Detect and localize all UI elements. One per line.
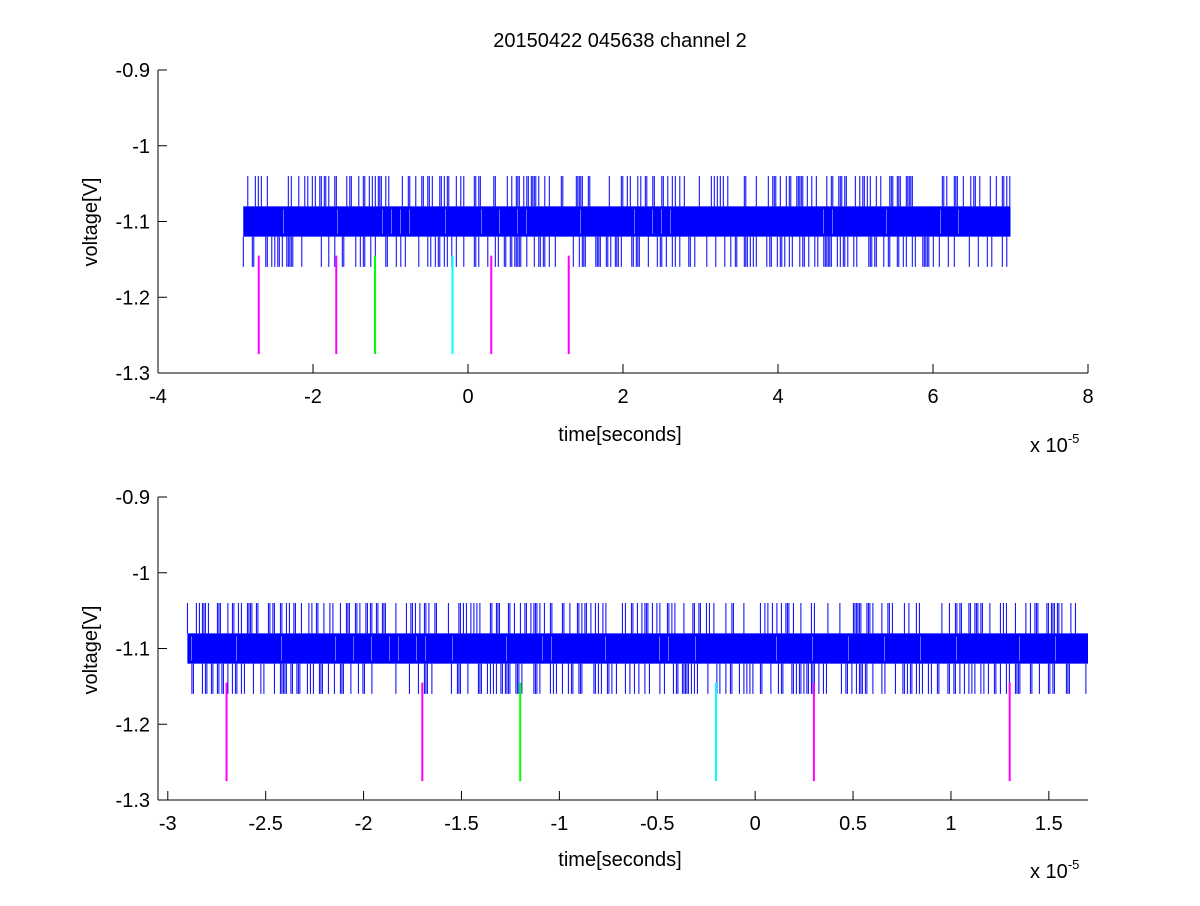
bottom-plot-y-tick-label: -1.2: [116, 714, 150, 736]
bottom-plot-signal-series: [186, 603, 1089, 694]
bottom-plot-signal-band: [187, 633, 1089, 664]
bottom-plot-x-tick-label: 1.5: [1035, 813, 1063, 835]
bottom-plot-x-multiplier-base: x 10: [1030, 861, 1068, 883]
bottom-plot-x-multiplier-exponent: -5: [1068, 857, 1080, 872]
top-plot-y-tick-label: -1.3: [116, 363, 150, 385]
bottom-plot-x-tick-label: -3: [159, 813, 177, 835]
bottom-plot: time[seconds] voltage[V] x 10-5 -3 -2.5 -2…: [80, 487, 1089, 883]
top-plot-x-multiplier: x 10-5: [1030, 431, 1079, 457]
bottom-plot-x-tick-label: -1: [550, 813, 568, 835]
bottom-plot-signal-spikes-down: [191, 663, 1087, 694]
bottom-plot-signal-texture: [191, 636, 1056, 661]
top-plot-signal-band: [243, 206, 1011, 237]
top-plot-x-tick-label: -2: [304, 386, 322, 408]
bottom-plot-x-tick-label: 0: [750, 813, 761, 835]
bottom-plot-x-tick-label: 1: [945, 813, 956, 835]
top-plot-x-tick-label: 2: [617, 386, 628, 408]
top-plot-x-tick-label: 8: [1082, 386, 1093, 408]
bottom-plot-y-tick-label: -1: [132, 563, 150, 585]
top-plot-x-tick-label: -4: [149, 386, 167, 408]
top-plot-y-tick-label: -1.2: [116, 287, 150, 309]
bottom-plot-x-tick-label: -1.5: [444, 813, 478, 835]
top-plot-y-tick-label: -1.1: [116, 212, 150, 234]
bottom-plot-x-multiplier: x 10-5: [1030, 857, 1079, 883]
bottom-plot-signal-spikes-up: [186, 603, 1076, 634]
top-plot-signal-spikes-down: [242, 236, 1008, 267]
top-plot-y-tick-label: -0.9: [116, 60, 150, 82]
bottom-plot-ylabel: voltage[V]: [80, 606, 102, 695]
top-plot-x-tick-label: 4: [772, 386, 783, 408]
bottom-plot-y-tick-label: -1.1: [116, 639, 150, 661]
bottom-plot-xlabel: time[seconds]: [558, 849, 681, 871]
top-plot-x-tick-label: 6: [927, 386, 938, 408]
bottom-plot-x-tick-label: -2: [355, 813, 373, 835]
bottom-plot-x-tick-label: -2.5: [248, 813, 282, 835]
top-plot-signal-spikes-up: [247, 176, 1011, 207]
bottom-plot-y-tick-label: -0.9: [116, 487, 150, 509]
bottom-plot-x-tick-label: -0.5: [640, 813, 674, 835]
top-plot-xlabel: time[seconds]: [558, 424, 681, 446]
top-plot-signal-texture: [283, 209, 959, 234]
bottom-plot-y-tick-label: -1.3: [116, 790, 150, 812]
figure-title: 20150422 045638 channel 2: [493, 30, 747, 52]
top-plot-x-multiplier-exponent: -5: [1068, 431, 1080, 446]
bottom-plot-x-tick-label: 0.5: [839, 813, 867, 835]
top-plot-y-tick-label: -1: [132, 136, 150, 158]
top-plot: time[seconds] voltage[V] x 10-5 -4 -2 0 2 4 6…: [80, 60, 1094, 457]
top-plot-x-tick-label: 0: [462, 386, 473, 408]
top-plot-x-multiplier-base: x 10: [1030, 435, 1068, 457]
top-plot-signal-series: [242, 176, 1011, 267]
top-plot-ylabel: voltage[V]: [80, 178, 102, 267]
